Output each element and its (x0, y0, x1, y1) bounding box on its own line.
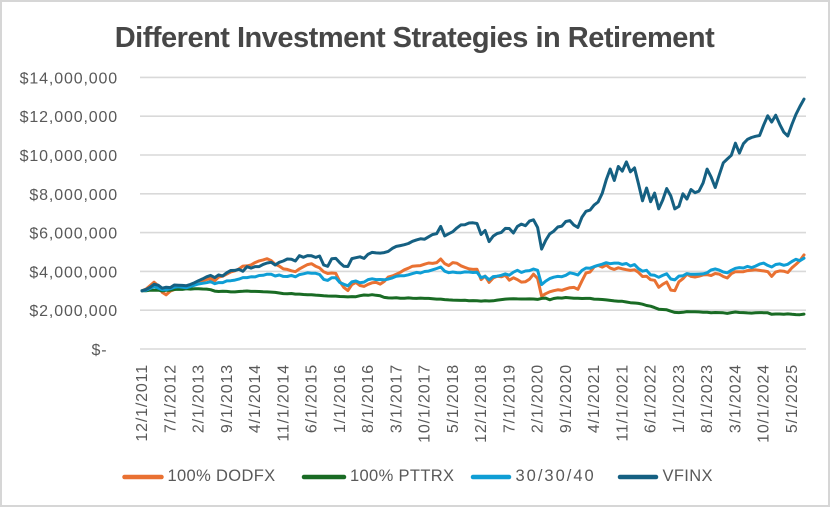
svg-text:10/1/2024: 10/1/2024 (756, 364, 773, 443)
svg-text:$14,000,000: $14,000,000 (20, 70, 118, 87)
svg-text:$6,000,000: $6,000,000 (29, 226, 118, 243)
svg-text:100% DODFX: 100% DODFX (168, 467, 276, 485)
svg-text:8/1/2016: 8/1/2016 (360, 364, 377, 433)
svg-text:VFINX: VFINX (663, 467, 713, 485)
svg-text:2/1/2013: 2/1/2013 (191, 364, 208, 433)
svg-text:6/1/2015: 6/1/2015 (304, 364, 321, 433)
svg-text:3/1/2017: 3/1/2017 (388, 364, 405, 433)
svg-text:3/1/2024: 3/1/2024 (727, 364, 744, 433)
svg-text:$10,000,000: $10,000,000 (20, 148, 118, 165)
svg-text:4/1/2021: 4/1/2021 (586, 364, 603, 433)
svg-text:11/1/2014: 11/1/2014 (275, 364, 292, 442)
svg-text:11/1/2021: 11/1/2021 (614, 364, 631, 442)
svg-text:6/1/2022: 6/1/2022 (643, 364, 660, 433)
svg-text:5/1/2018: 5/1/2018 (445, 364, 462, 433)
svg-text:$4,000,000: $4,000,000 (29, 264, 118, 281)
svg-text:5/1/2025: 5/1/2025 (784, 364, 801, 433)
svg-text:$2,000,000: $2,000,000 (29, 303, 118, 320)
svg-text:$12,000,000: $12,000,000 (20, 109, 118, 126)
svg-text:$-: $- (91, 342, 118, 359)
svg-text:100% PTTRX: 100% PTTRX (350, 467, 454, 485)
svg-text:$8,000,000: $8,000,000 (29, 187, 118, 204)
svg-text:10/1/2017: 10/1/2017 (417, 364, 434, 443)
svg-text:7/1/2012: 7/1/2012 (162, 364, 179, 433)
svg-text:12/1/2018: 12/1/2018 (473, 364, 490, 443)
svg-text:9/1/2020: 9/1/2020 (558, 364, 575, 433)
svg-text:8/1/2023: 8/1/2023 (699, 364, 716, 433)
svg-text:9/1/2013: 9/1/2013 (219, 364, 236, 433)
svg-text:4/1/2014: 4/1/2014 (247, 364, 264, 433)
svg-text:Different Investment Strategie: Different Investment Strategies in Retir… (115, 22, 715, 54)
svg-text:1/1/2023: 1/1/2023 (671, 364, 688, 433)
svg-text:2/1/2020: 2/1/2020 (530, 364, 547, 433)
svg-text:12/1/2011: 12/1/2011 (134, 364, 151, 442)
svg-text:1/1/2016: 1/1/2016 (332, 364, 349, 433)
svg-text:30/30/40: 30/30/40 (516, 467, 596, 485)
svg-text:7/1/2019: 7/1/2019 (501, 364, 518, 433)
